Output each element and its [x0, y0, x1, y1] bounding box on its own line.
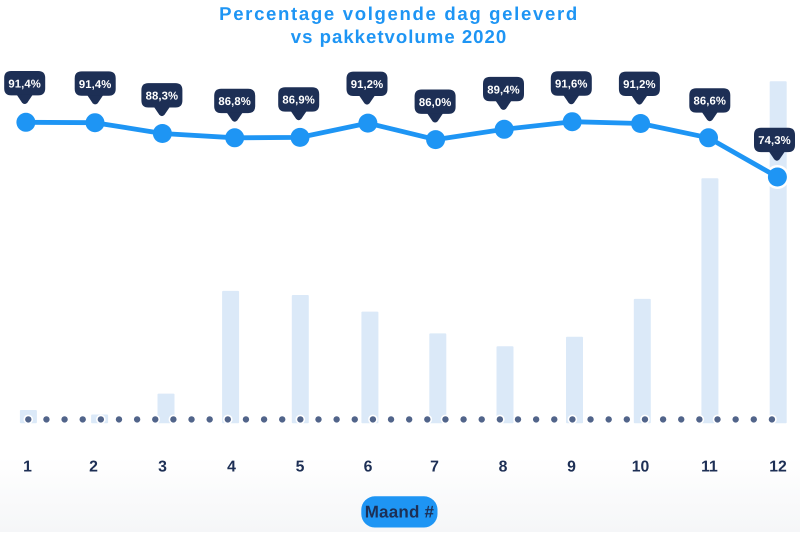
- svg-text:86,6%: 86,6%: [694, 96, 727, 108]
- svg-text:91,6%: 91,6%: [555, 79, 588, 91]
- svg-text:Percentage volgende dag geleve: Percentage volgende dag geleverd: [219, 3, 579, 24]
- svg-text:vs pakketvolume 2020: vs pakketvolume 2020: [291, 26, 507, 47]
- svg-text:86,0%: 86,0%: [419, 97, 452, 109]
- svg-text:1: 1: [23, 459, 32, 476]
- svg-text:8: 8: [499, 459, 508, 476]
- svg-text:91,2%: 91,2%: [623, 79, 656, 91]
- svg-text:91,2%: 91,2%: [351, 79, 384, 91]
- svg-text:6: 6: [364, 459, 373, 476]
- svg-text:89,4%: 89,4%: [487, 84, 520, 96]
- svg-text:12: 12: [769, 459, 787, 476]
- svg-text:88,3%: 88,3%: [146, 91, 179, 103]
- svg-text:10: 10: [632, 459, 650, 476]
- svg-text:4: 4: [227, 459, 236, 476]
- svg-text:3: 3: [158, 459, 167, 476]
- svg-text:74,3%: 74,3%: [758, 135, 791, 147]
- svg-text:5: 5: [296, 459, 305, 476]
- svg-text:91,4%: 91,4%: [8, 78, 41, 90]
- svg-text:7: 7: [430, 459, 439, 476]
- svg-text:86,8%: 86,8%: [218, 96, 251, 108]
- svg-text:91,4%: 91,4%: [79, 79, 112, 91]
- svg-text:Maand #: Maand #: [365, 502, 435, 521]
- svg-text:9: 9: [567, 459, 576, 476]
- svg-text:86,9%: 86,9%: [282, 95, 315, 107]
- svg-text:2: 2: [89, 459, 98, 476]
- svg-text:11: 11: [701, 459, 718, 476]
